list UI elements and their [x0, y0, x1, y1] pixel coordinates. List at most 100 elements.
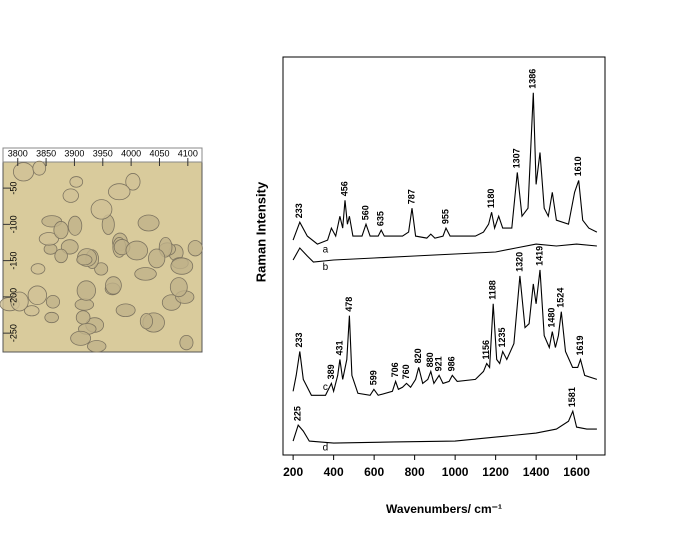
peak-label: 1581 — [567, 387, 577, 407]
cell — [45, 294, 61, 309]
cell — [27, 285, 48, 306]
peak-label: 431 — [334, 340, 344, 355]
cell — [67, 215, 83, 236]
x-tick-label: 4050 — [149, 148, 169, 158]
cell — [10, 291, 29, 312]
x-tick-label: 1600 — [563, 465, 590, 479]
cell — [12, 162, 35, 182]
cell — [169, 277, 188, 298]
cell — [38, 232, 59, 246]
peak-label: 1156 — [481, 340, 491, 360]
peak-label: 986 — [447, 356, 457, 371]
x-tick-label: 3950 — [93, 148, 113, 158]
peak-label: 1320 — [514, 252, 524, 272]
x-tick-label: 200 — [283, 465, 303, 479]
cell — [148, 248, 166, 269]
peak-label: 1524 — [556, 288, 566, 308]
spectrum — [292, 92, 598, 245]
cell — [105, 276, 122, 295]
spectrum — [292, 269, 598, 396]
cell — [187, 240, 203, 257]
peak-label: 560 — [360, 205, 370, 220]
cell — [76, 280, 96, 301]
peak-label: 760 — [401, 364, 411, 379]
peak-label: 478 — [344, 297, 354, 312]
peak-label: 225 — [293, 406, 303, 421]
x-tick-label: 1200 — [482, 465, 509, 479]
x-tick-label: 3900 — [64, 148, 84, 158]
peak-label: 599 — [368, 370, 378, 385]
peak-label: 706 — [390, 362, 400, 377]
cell — [54, 248, 68, 264]
cell — [53, 221, 69, 240]
x-tick-label: 3800 — [8, 148, 28, 158]
peak-label: 635 — [376, 211, 386, 226]
peak-label: 233 — [294, 332, 304, 347]
x-tick-label: 3850 — [36, 148, 56, 158]
y-axis-label: Raman Intensity — [253, 181, 268, 282]
cell — [30, 263, 46, 275]
cell — [125, 173, 141, 191]
peak-label: 456 — [339, 181, 349, 196]
cell — [134, 267, 157, 281]
y-tick-label: -200 — [8, 288, 18, 306]
cell — [139, 313, 153, 330]
x-tick-label: 4100 — [178, 148, 198, 158]
peak-label: 1419 — [534, 246, 544, 266]
y-tick-label: -100 — [8, 215, 18, 233]
cell — [74, 298, 94, 311]
cell — [87, 340, 107, 353]
cell — [115, 303, 136, 318]
y-tick-label: -150 — [8, 252, 18, 270]
micrograph: 3800 3850 3900 3950 4000 4050 4100 -50 -100 -150 -… — [0, 147, 203, 353]
series-name: b — [323, 262, 329, 273]
cell — [170, 257, 194, 275]
peak-label: 955 — [440, 209, 450, 224]
series-name: d — [323, 442, 329, 453]
series-name: a — [323, 245, 329, 256]
peak-label: 1180 — [486, 189, 496, 209]
cell — [179, 334, 194, 351]
peak-label: 1480 — [547, 308, 557, 328]
cell — [69, 176, 84, 188]
cell — [32, 160, 47, 176]
cell — [24, 305, 40, 317]
peak-label: 880 — [425, 352, 435, 367]
x-axis-label: Wavenumbers/ cm⁻¹ — [386, 502, 502, 516]
peak-label: 1619 — [575, 335, 585, 355]
series-name: c — [323, 382, 328, 393]
x-tick-label: 4000 — [121, 148, 141, 158]
cell — [44, 311, 59, 324]
x-tick-label: 400 — [324, 465, 344, 479]
y-tick-label: -50 — [8, 182, 18, 195]
x-tick-label: 1000 — [442, 465, 469, 479]
peak-label: 921 — [433, 356, 443, 371]
peak-label: 1235 — [497, 327, 507, 347]
spectrum — [292, 409, 597, 444]
peak-label: 820 — [413, 348, 423, 363]
y-tick-label: -250 — [8, 324, 18, 342]
x-tick-label: 1400 — [523, 465, 550, 479]
peak-label: 389 — [326, 364, 336, 379]
cell — [125, 240, 149, 261]
plot-frame — [282, 56, 606, 456]
cell — [108, 183, 131, 201]
peak-label: 787 — [406, 189, 416, 204]
peak-label: 1386 — [528, 69, 538, 89]
peak-label: 1188 — [488, 280, 498, 300]
cell — [70, 330, 92, 346]
cell — [90, 199, 113, 220]
spectrum — [292, 243, 597, 263]
x-tick-label: 600 — [364, 465, 384, 479]
micrograph-frame — [2, 161, 203, 353]
cell — [76, 254, 93, 266]
x-tick-label: 800 — [405, 465, 425, 479]
peak-label: 1307 — [512, 148, 522, 168]
cell — [137, 214, 160, 232]
cell — [94, 262, 109, 276]
peak-label: 1610 — [573, 156, 583, 176]
cell — [75, 310, 91, 325]
peak-label: 233 — [294, 203, 304, 218]
